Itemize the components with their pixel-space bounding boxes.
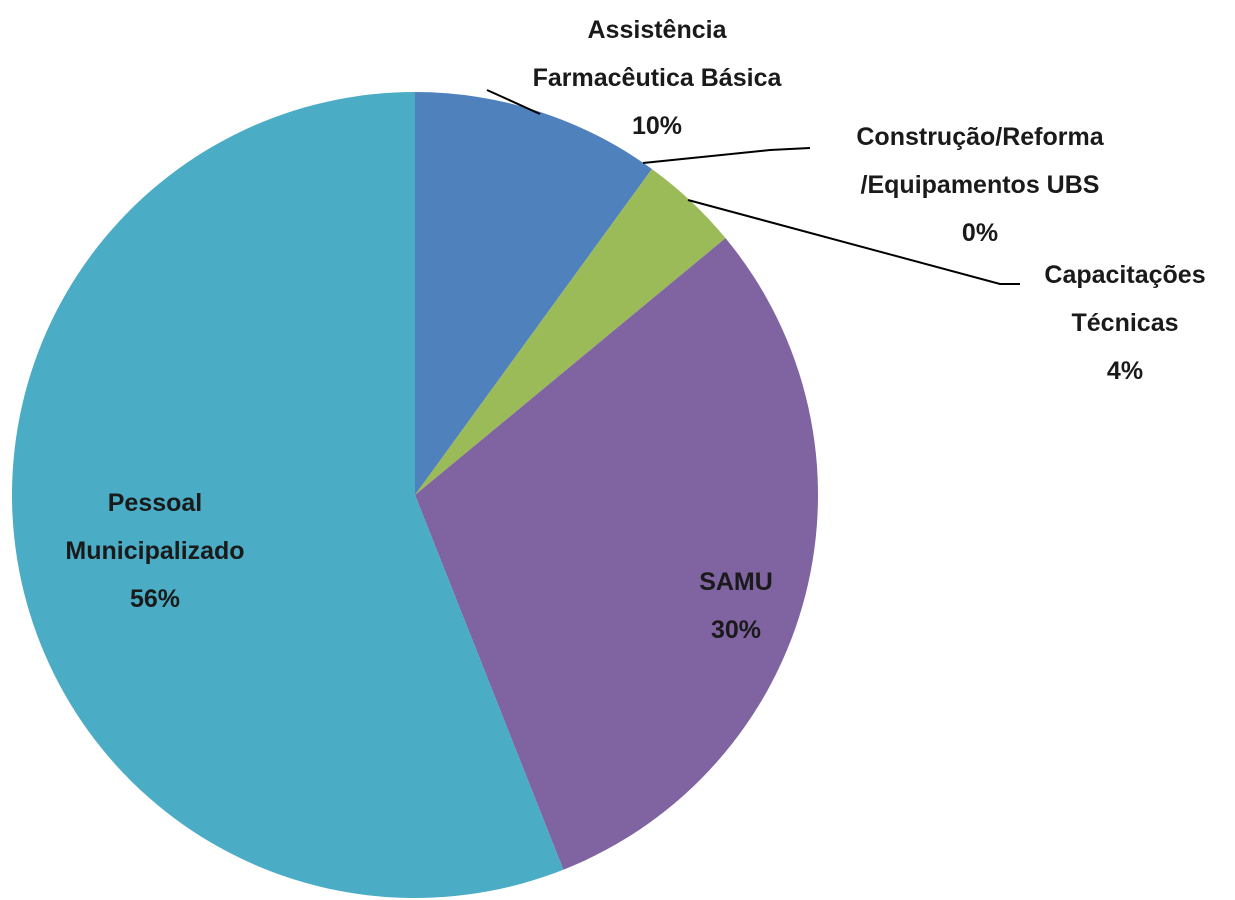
category-label: Capacitações Técnicas xyxy=(1044,261,1206,337)
leader-line xyxy=(486,89,541,115)
data-label: Assistência Farmacêutica Básica 10% xyxy=(533,6,782,150)
value-label: 0% xyxy=(961,219,999,247)
category-label: Construção/Reforma /Equipamentos UBS xyxy=(856,123,1104,199)
category-label: Pessoal Municipalizado xyxy=(65,489,245,565)
leader-line xyxy=(687,199,1020,285)
pie-slice xyxy=(415,238,819,870)
value-label: 10% xyxy=(631,112,683,140)
category-label: SAMU xyxy=(699,568,773,596)
pie-slice xyxy=(415,168,726,495)
value-label: 56% xyxy=(129,585,181,613)
data-label: Capacitações Técnicas 4% xyxy=(1044,251,1205,395)
pie-slice xyxy=(12,92,564,898)
pie-slice xyxy=(415,92,652,495)
data-label: Construção/Reforma /Equipamentos UBS 0% xyxy=(856,113,1103,257)
value-label: 30% xyxy=(710,616,762,644)
data-label: Pessoal Municipalizado 56% xyxy=(65,479,244,623)
leader-line xyxy=(642,147,811,164)
data-label: SAMU 30% xyxy=(699,558,773,654)
pie-slice xyxy=(415,168,652,495)
value-label: 4% xyxy=(1106,357,1144,385)
category-label: Assistência Farmacêutica Básica xyxy=(532,16,782,92)
